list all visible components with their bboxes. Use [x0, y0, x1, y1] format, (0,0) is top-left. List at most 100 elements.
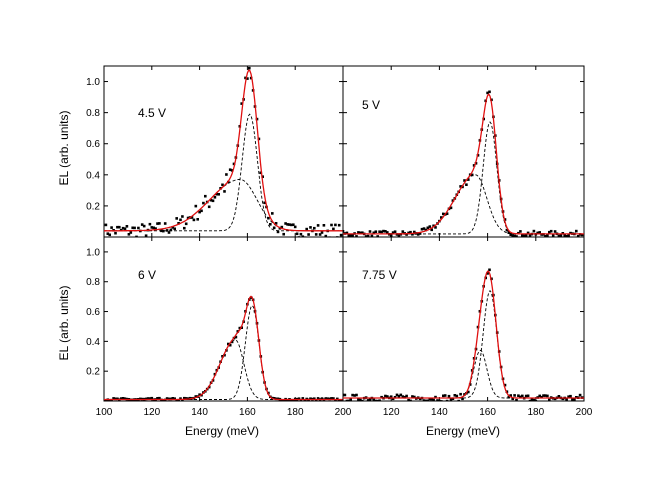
data-point	[194, 395, 198, 398]
data-point	[248, 66, 251, 70]
data-point	[324, 234, 328, 237]
fit-curve	[343, 93, 584, 235]
data-point	[426, 226, 430, 230]
data-point	[376, 399, 379, 401]
data-point	[522, 234, 526, 237]
data-point	[368, 230, 372, 233]
data-point	[305, 227, 308, 231]
data-point	[544, 394, 547, 397]
data-point	[112, 397, 115, 400]
data-point	[573, 398, 576, 401]
data-point	[472, 164, 476, 167]
data-point	[249, 296, 253, 299]
data-point	[569, 231, 572, 235]
data-point	[295, 232, 299, 236]
data-point	[395, 393, 399, 397]
data-point	[470, 173, 474, 177]
data-point	[286, 223, 289, 226]
data-point	[357, 231, 360, 234]
data-point	[165, 397, 169, 400]
fit-curve	[104, 295, 343, 401]
data-point	[457, 399, 460, 401]
data-point	[284, 222, 287, 225]
data-point	[528, 234, 532, 237]
data-point	[563, 234, 566, 237]
data-point	[430, 397, 433, 401]
data-point	[290, 223, 293, 227]
y-axis-title-top: EL (arb. units)	[57, 111, 71, 186]
x-tick-label: 140	[191, 407, 208, 418]
data-point	[507, 395, 511, 399]
data-point	[393, 396, 397, 399]
data-point	[422, 399, 426, 401]
data-point	[405, 233, 408, 236]
fit-curve	[343, 270, 584, 399]
x-tick-label: 120	[143, 407, 160, 418]
data-point	[436, 399, 439, 401]
y-tick-label: 0.2	[86, 367, 100, 378]
data-point	[207, 205, 211, 209]
panel-bottom-left: 6 V 0.2 0.4 0.6 0.8 1.0 100 120 140 160 180 200	[86, 236, 352, 418]
data-point	[565, 398, 568, 401]
data-point	[326, 397, 329, 400]
data-point	[313, 226, 316, 230]
x-tick-label: 140	[431, 407, 448, 418]
data-point	[553, 397, 557, 401]
data-point	[557, 395, 561, 398]
data-point	[133, 226, 136, 230]
data-point	[517, 394, 520, 397]
data-point	[357, 398, 360, 401]
data-point	[486, 91, 489, 95]
data-point	[246, 77, 249, 80]
x-tick-label: 160	[239, 407, 256, 418]
y-axis-title-bottom: EL (arb. units)	[57, 286, 71, 361]
x-axis-title-right: Energy (meV)	[426, 424, 500, 438]
data-point	[447, 394, 451, 398]
data-point	[401, 230, 405, 233]
y-tick-label: 0.2	[86, 201, 100, 212]
data-points	[104, 296, 343, 401]
data-point	[154, 227, 157, 230]
data-point	[121, 226, 125, 230]
data-point	[411, 233, 414, 236]
data-point	[416, 233, 420, 236]
data-point	[374, 230, 378, 233]
data-point	[548, 230, 551, 234]
data-point	[137, 226, 140, 230]
data-point	[301, 397, 305, 400]
data-point	[438, 399, 441, 401]
data-point	[393, 230, 397, 233]
x-tick-label: 180	[287, 407, 304, 418]
data-point	[521, 394, 524, 398]
data-point	[561, 397, 565, 401]
data-point	[445, 212, 449, 215]
data-point	[364, 235, 368, 237]
data-point	[515, 235, 518, 237]
data-point	[511, 397, 514, 401]
data-point	[183, 226, 186, 230]
data-point	[163, 222, 167, 225]
data-point	[509, 394, 512, 397]
data-point	[384, 394, 387, 398]
data-point	[181, 215, 184, 218]
data-point	[179, 397, 182, 400]
panel-top-right: 5 V	[342, 65, 585, 238]
data-point	[339, 233, 343, 237]
peak-component-curve	[104, 113, 343, 232]
data-point	[428, 225, 432, 228]
data-point	[320, 397, 324, 400]
data-point	[276, 230, 280, 234]
data-point	[173, 227, 176, 231]
data-point	[368, 397, 372, 401]
data-point	[267, 216, 270, 220]
data-point	[263, 201, 266, 205]
data-point	[171, 397, 175, 400]
data-point	[274, 222, 278, 225]
data-point	[309, 397, 312, 400]
data-point	[343, 393, 347, 397]
data-point	[194, 204, 198, 208]
data-point	[240, 326, 243, 329]
data-point	[513, 234, 516, 237]
data-point	[567, 395, 570, 398]
